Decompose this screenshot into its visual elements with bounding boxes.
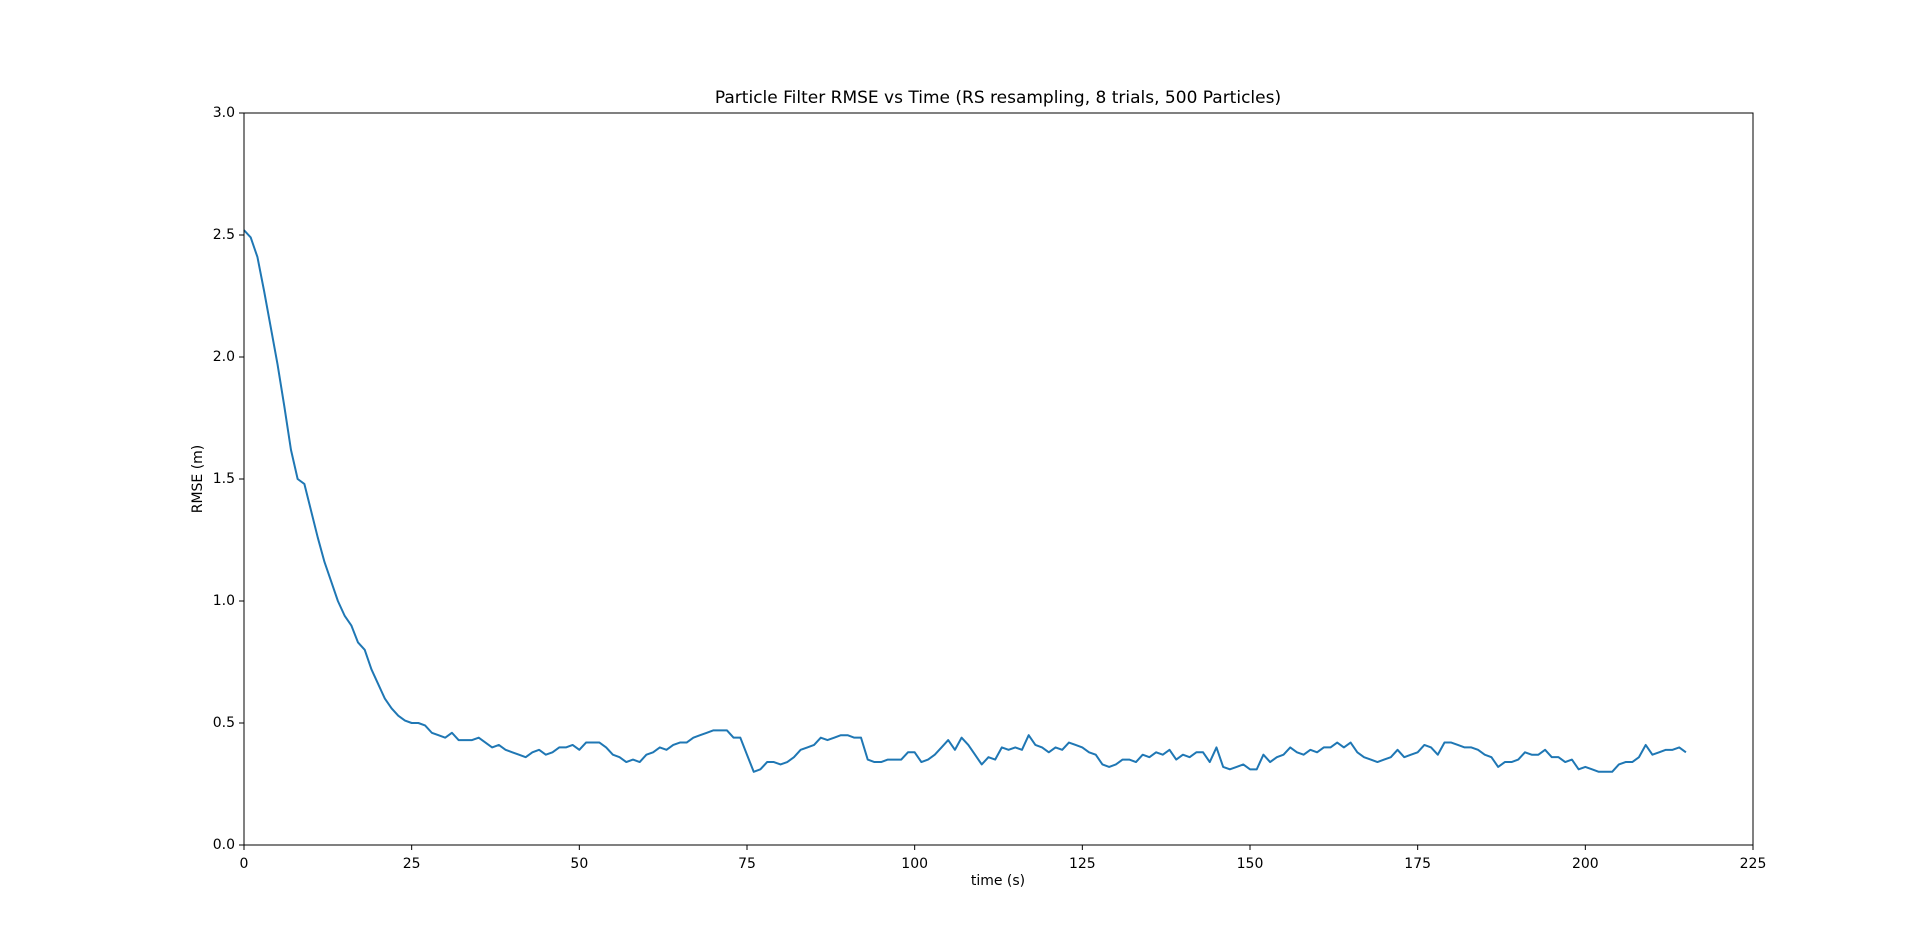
line-series <box>243 229 1687 773</box>
chart-title: Particle Filter RMSE vs Time (RS resampl… <box>715 88 1281 108</box>
y-tick-label: 2.0 <box>213 349 235 365</box>
y-tick-label: 2.5 <box>213 227 235 243</box>
x-tick-label: 125 <box>1069 856 1096 872</box>
x-tick-label: 0 <box>240 856 249 872</box>
x-tick-label: 150 <box>1237 856 1264 872</box>
x-tick-label: 100 <box>901 856 928 872</box>
x-tick-label: 175 <box>1404 856 1431 872</box>
y-tick-label: 1.5 <box>213 471 235 487</box>
x-tick-label: 75 <box>738 856 756 872</box>
y-tick-label: 0.0 <box>213 837 235 853</box>
y-tick-label: 3.0 <box>213 105 235 121</box>
x-tick-label: 225 <box>1740 856 1767 872</box>
plot-frame <box>243 112 1754 846</box>
y-axis-label: RMSE (m) <box>190 445 206 514</box>
x-tick-label: 25 <box>403 856 421 872</box>
x-tick-label: 200 <box>1572 856 1599 872</box>
x-axis-label: time (s) <box>971 873 1025 889</box>
x-tick-label: 50 <box>570 856 588 872</box>
y-tick-label: 1.0 <box>213 593 235 609</box>
y-tick-label: 0.5 <box>213 715 235 731</box>
